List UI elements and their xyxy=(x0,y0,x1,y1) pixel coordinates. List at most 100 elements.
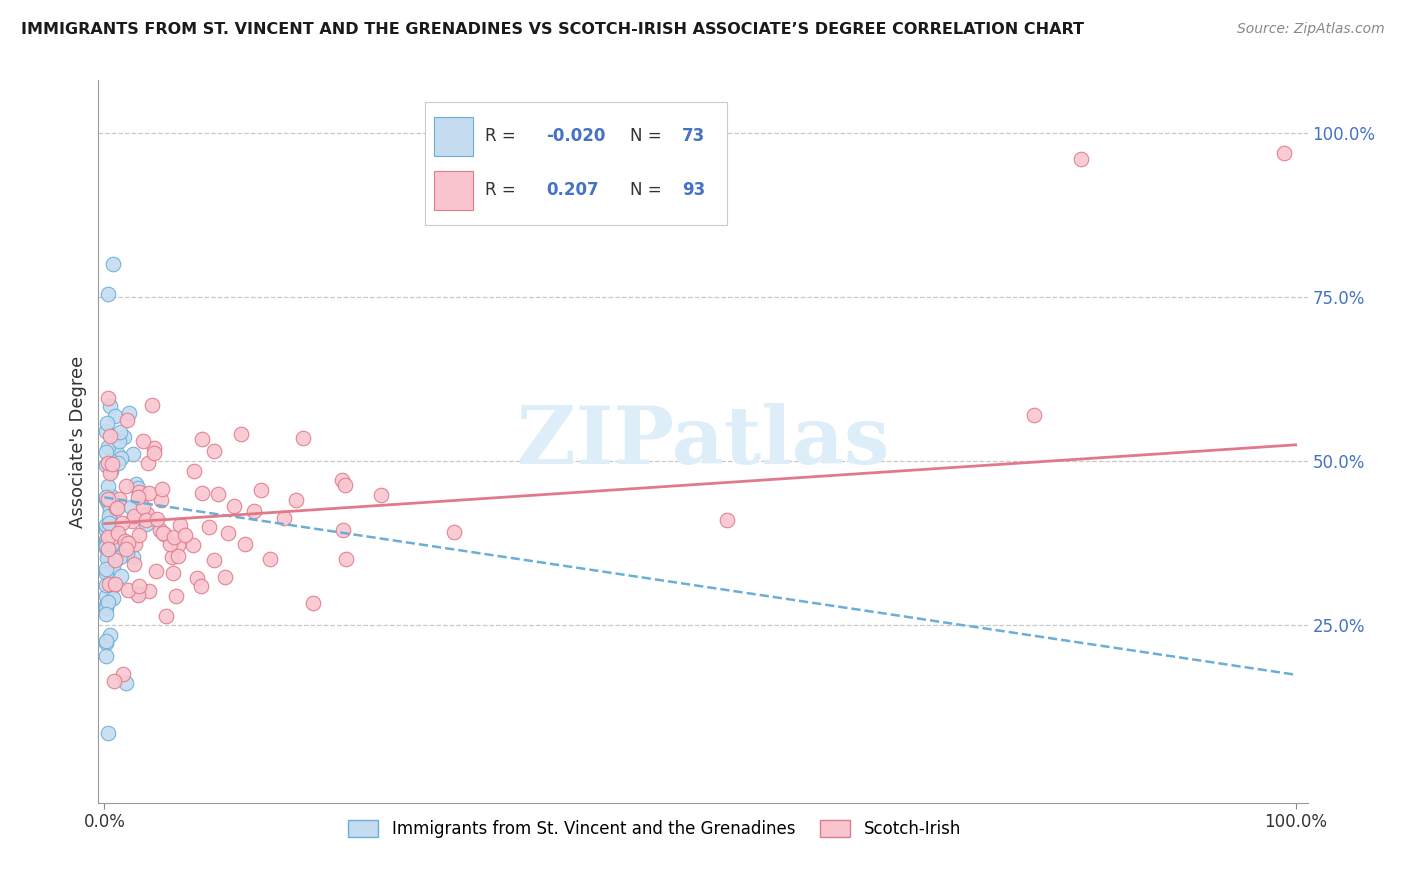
Point xyxy=(197,519,219,533)
Point xyxy=(96,493,118,508)
Point xyxy=(100,464,122,478)
Text: Source: ZipAtlas.com: Source: ZipAtlas.com xyxy=(1237,22,1385,37)
Point xyxy=(443,524,465,539)
Point xyxy=(103,579,125,593)
Point xyxy=(97,548,120,562)
Point xyxy=(103,673,125,688)
Point xyxy=(94,562,117,576)
Point xyxy=(163,530,186,544)
Point xyxy=(94,491,117,506)
Point xyxy=(104,540,127,554)
Point xyxy=(97,521,120,535)
Point xyxy=(332,523,354,537)
Point xyxy=(101,530,124,544)
Point xyxy=(114,542,136,557)
Point xyxy=(250,483,273,497)
Point xyxy=(190,579,212,593)
Point xyxy=(97,726,120,740)
Point xyxy=(97,490,120,504)
Point xyxy=(94,635,117,649)
Point xyxy=(125,477,148,491)
Point xyxy=(96,648,118,663)
Point xyxy=(217,526,239,541)
Y-axis label: Associate's Degree: Associate's Degree xyxy=(69,355,87,528)
Point xyxy=(97,496,120,510)
Point xyxy=(117,582,139,597)
Point xyxy=(167,538,190,552)
Point xyxy=(122,557,145,571)
Point xyxy=(103,257,125,271)
Point xyxy=(98,508,121,523)
Point xyxy=(333,478,356,492)
Point xyxy=(370,488,392,502)
Point xyxy=(128,528,150,542)
Point xyxy=(202,553,225,567)
Point xyxy=(97,456,120,470)
Point xyxy=(100,490,122,504)
Point xyxy=(159,537,181,551)
Point xyxy=(121,514,143,528)
Point xyxy=(97,595,120,609)
Text: IMMIGRANTS FROM ST. VINCENT AND THE GRENADINES VS SCOTCH-IRISH ASSOCIATE’S DEGRE: IMMIGRANTS FROM ST. VINCENT AND THE GREN… xyxy=(21,22,1084,37)
Point xyxy=(94,518,117,533)
Point xyxy=(98,503,121,517)
Point xyxy=(117,546,139,560)
Point xyxy=(98,628,121,642)
Point xyxy=(97,440,120,454)
Point xyxy=(173,527,195,541)
Point xyxy=(104,553,127,567)
Point xyxy=(94,541,117,555)
Point xyxy=(202,444,225,458)
Point xyxy=(112,667,135,681)
Point xyxy=(142,441,165,455)
Point xyxy=(110,450,132,465)
Point xyxy=(114,478,136,492)
Point xyxy=(97,577,120,591)
Point xyxy=(94,578,117,592)
Point xyxy=(330,473,353,487)
Point xyxy=(94,533,117,548)
Point xyxy=(181,538,204,552)
Point xyxy=(127,481,149,495)
Point xyxy=(98,399,121,413)
Point xyxy=(101,531,124,545)
Point xyxy=(104,576,127,591)
Point xyxy=(105,446,128,460)
Point xyxy=(104,500,127,515)
Point xyxy=(1272,145,1295,160)
Point xyxy=(108,425,131,440)
Point xyxy=(207,487,229,501)
Point xyxy=(110,568,132,582)
Point xyxy=(115,676,138,690)
Point xyxy=(108,434,131,449)
Point xyxy=(96,523,118,537)
Point xyxy=(124,537,146,551)
Point xyxy=(716,513,738,527)
Point xyxy=(107,530,129,544)
Point xyxy=(165,589,187,603)
Point xyxy=(131,434,153,448)
Point xyxy=(143,446,166,460)
Point xyxy=(135,513,157,527)
Point xyxy=(136,456,159,470)
Point xyxy=(284,492,307,507)
Point xyxy=(96,445,118,459)
Point xyxy=(1070,152,1092,166)
Point xyxy=(186,571,208,585)
Point xyxy=(128,579,150,593)
Point xyxy=(94,601,117,615)
Point xyxy=(153,526,176,541)
Point xyxy=(96,599,118,613)
Point xyxy=(111,516,134,531)
Point xyxy=(101,591,124,605)
Point xyxy=(127,588,149,602)
Point xyxy=(152,526,174,541)
Point xyxy=(138,583,160,598)
Point xyxy=(101,548,124,562)
Point xyxy=(94,634,117,648)
Point xyxy=(259,552,281,566)
Point xyxy=(120,500,142,514)
Point xyxy=(127,587,149,601)
Point xyxy=(122,509,145,524)
Point xyxy=(150,482,173,496)
